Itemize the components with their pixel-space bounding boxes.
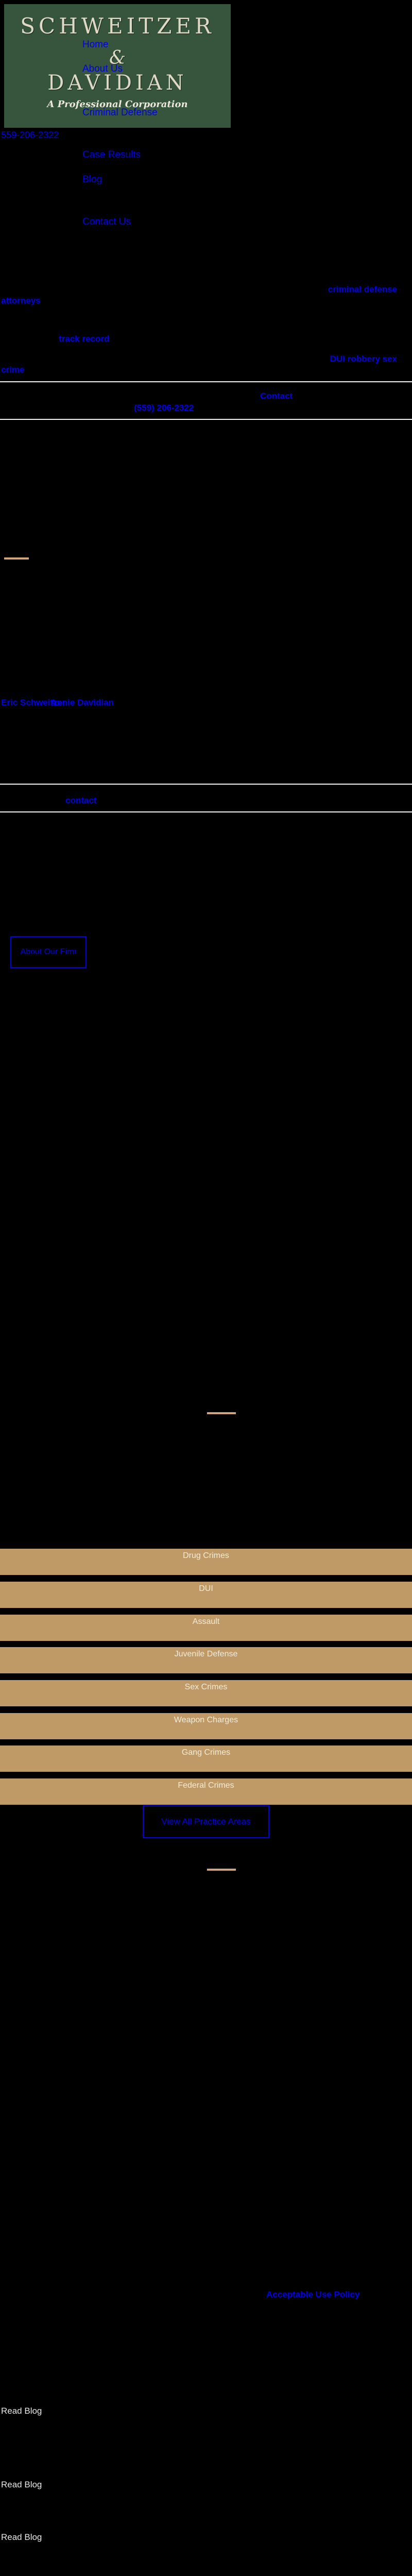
strip-phone-link[interactable]: (559) 206-2322: [134, 403, 194, 413]
divider-rule-contact-top: [0, 784, 412, 785]
section-dash-practice: [207, 1412, 236, 1414]
acceptable-use-policy-link[interactable]: Acceptable Use Policy: [266, 2290, 360, 2299]
practice-area-dui[interactable]: DUI: [0, 1582, 412, 1608]
section-dash-attorneys: [4, 557, 29, 560]
practice-area-gang-crimes[interactable]: Gang Crimes: [0, 1745, 412, 1772]
about-our-firm-button[interactable]: About Our Firm: [10, 936, 87, 968]
intro-crime-link[interactable]: crime: [1, 365, 25, 375]
header-phone-link[interactable]: 559-206-2322: [1, 130, 59, 140]
firm-logo[interactable]: SCHWEITZER & DAVIDIAN A Professional Cor…: [4, 4, 231, 128]
attorney-eric-schweitzer-link[interactable]: Eric Schweitzer: [1, 698, 66, 707]
nav-criminal-defense[interactable]: Criminal Defense: [82, 107, 158, 118]
nav-contact-us[interactable]: Contact Us: [82, 216, 131, 227]
view-all-practice-areas-button[interactable]: View All Practice Areas: [143, 1805, 269, 1838]
logo-tagline: A Professional Corporation: [47, 99, 188, 110]
practice-area-federal-crimes[interactable]: Federal Crimes: [0, 1778, 412, 1805]
practice-area-drug-crimes[interactable]: Drug Crimes: [0, 1549, 412, 1575]
attorney-annie-davidian-link[interactable]: Annie Davidian: [50, 698, 114, 707]
intro-track-record-link[interactable]: track record: [59, 334, 110, 344]
intro-criminal-defense-link[interactable]: criminal defense: [328, 284, 397, 294]
section-dash-after-practice: [207, 1869, 236, 1871]
logo-ampersand: &: [109, 47, 126, 69]
read-blog-link[interactable]: Read Blog: [1, 2406, 42, 2416]
nav-case-results[interactable]: Case Results: [82, 149, 141, 160]
nav-home[interactable]: Home: [82, 39, 109, 50]
practice-area-weapon-charges[interactable]: Weapon Charges: [0, 1713, 412, 1739]
read-blog-link[interactable]: Read Blog: [1, 2532, 42, 2542]
attorneys-contact-link[interactable]: contact: [65, 795, 97, 805]
divider-rule-contact-bottom: [0, 811, 412, 812]
intro-dui-robbery-sex-link[interactable]: DUI robbery sex: [330, 354, 397, 364]
intro-attorneys-link[interactable]: attorneys: [1, 296, 41, 306]
divider-rule-top: [0, 381, 412, 382]
divider-rule-bottom: [0, 419, 412, 420]
read-blog-link[interactable]: Read Blog: [1, 2480, 42, 2489]
nav-blog[interactable]: Blog: [82, 174, 102, 185]
practice-area-assault[interactable]: Assault: [0, 1615, 412, 1641]
practice-area-sex-crimes[interactable]: Sex Crimes: [0, 1680, 412, 1706]
practice-area-juvenile-defense[interactable]: Juvenile Defense: [0, 1647, 412, 1673]
logo-name-line2: DAVIDIAN: [47, 71, 187, 95]
strip-contact-link[interactable]: Contact: [260, 391, 293, 401]
logo-name-line1: SCHWEITZER: [20, 13, 215, 39]
nav-about-us[interactable]: About Us: [82, 63, 123, 74]
